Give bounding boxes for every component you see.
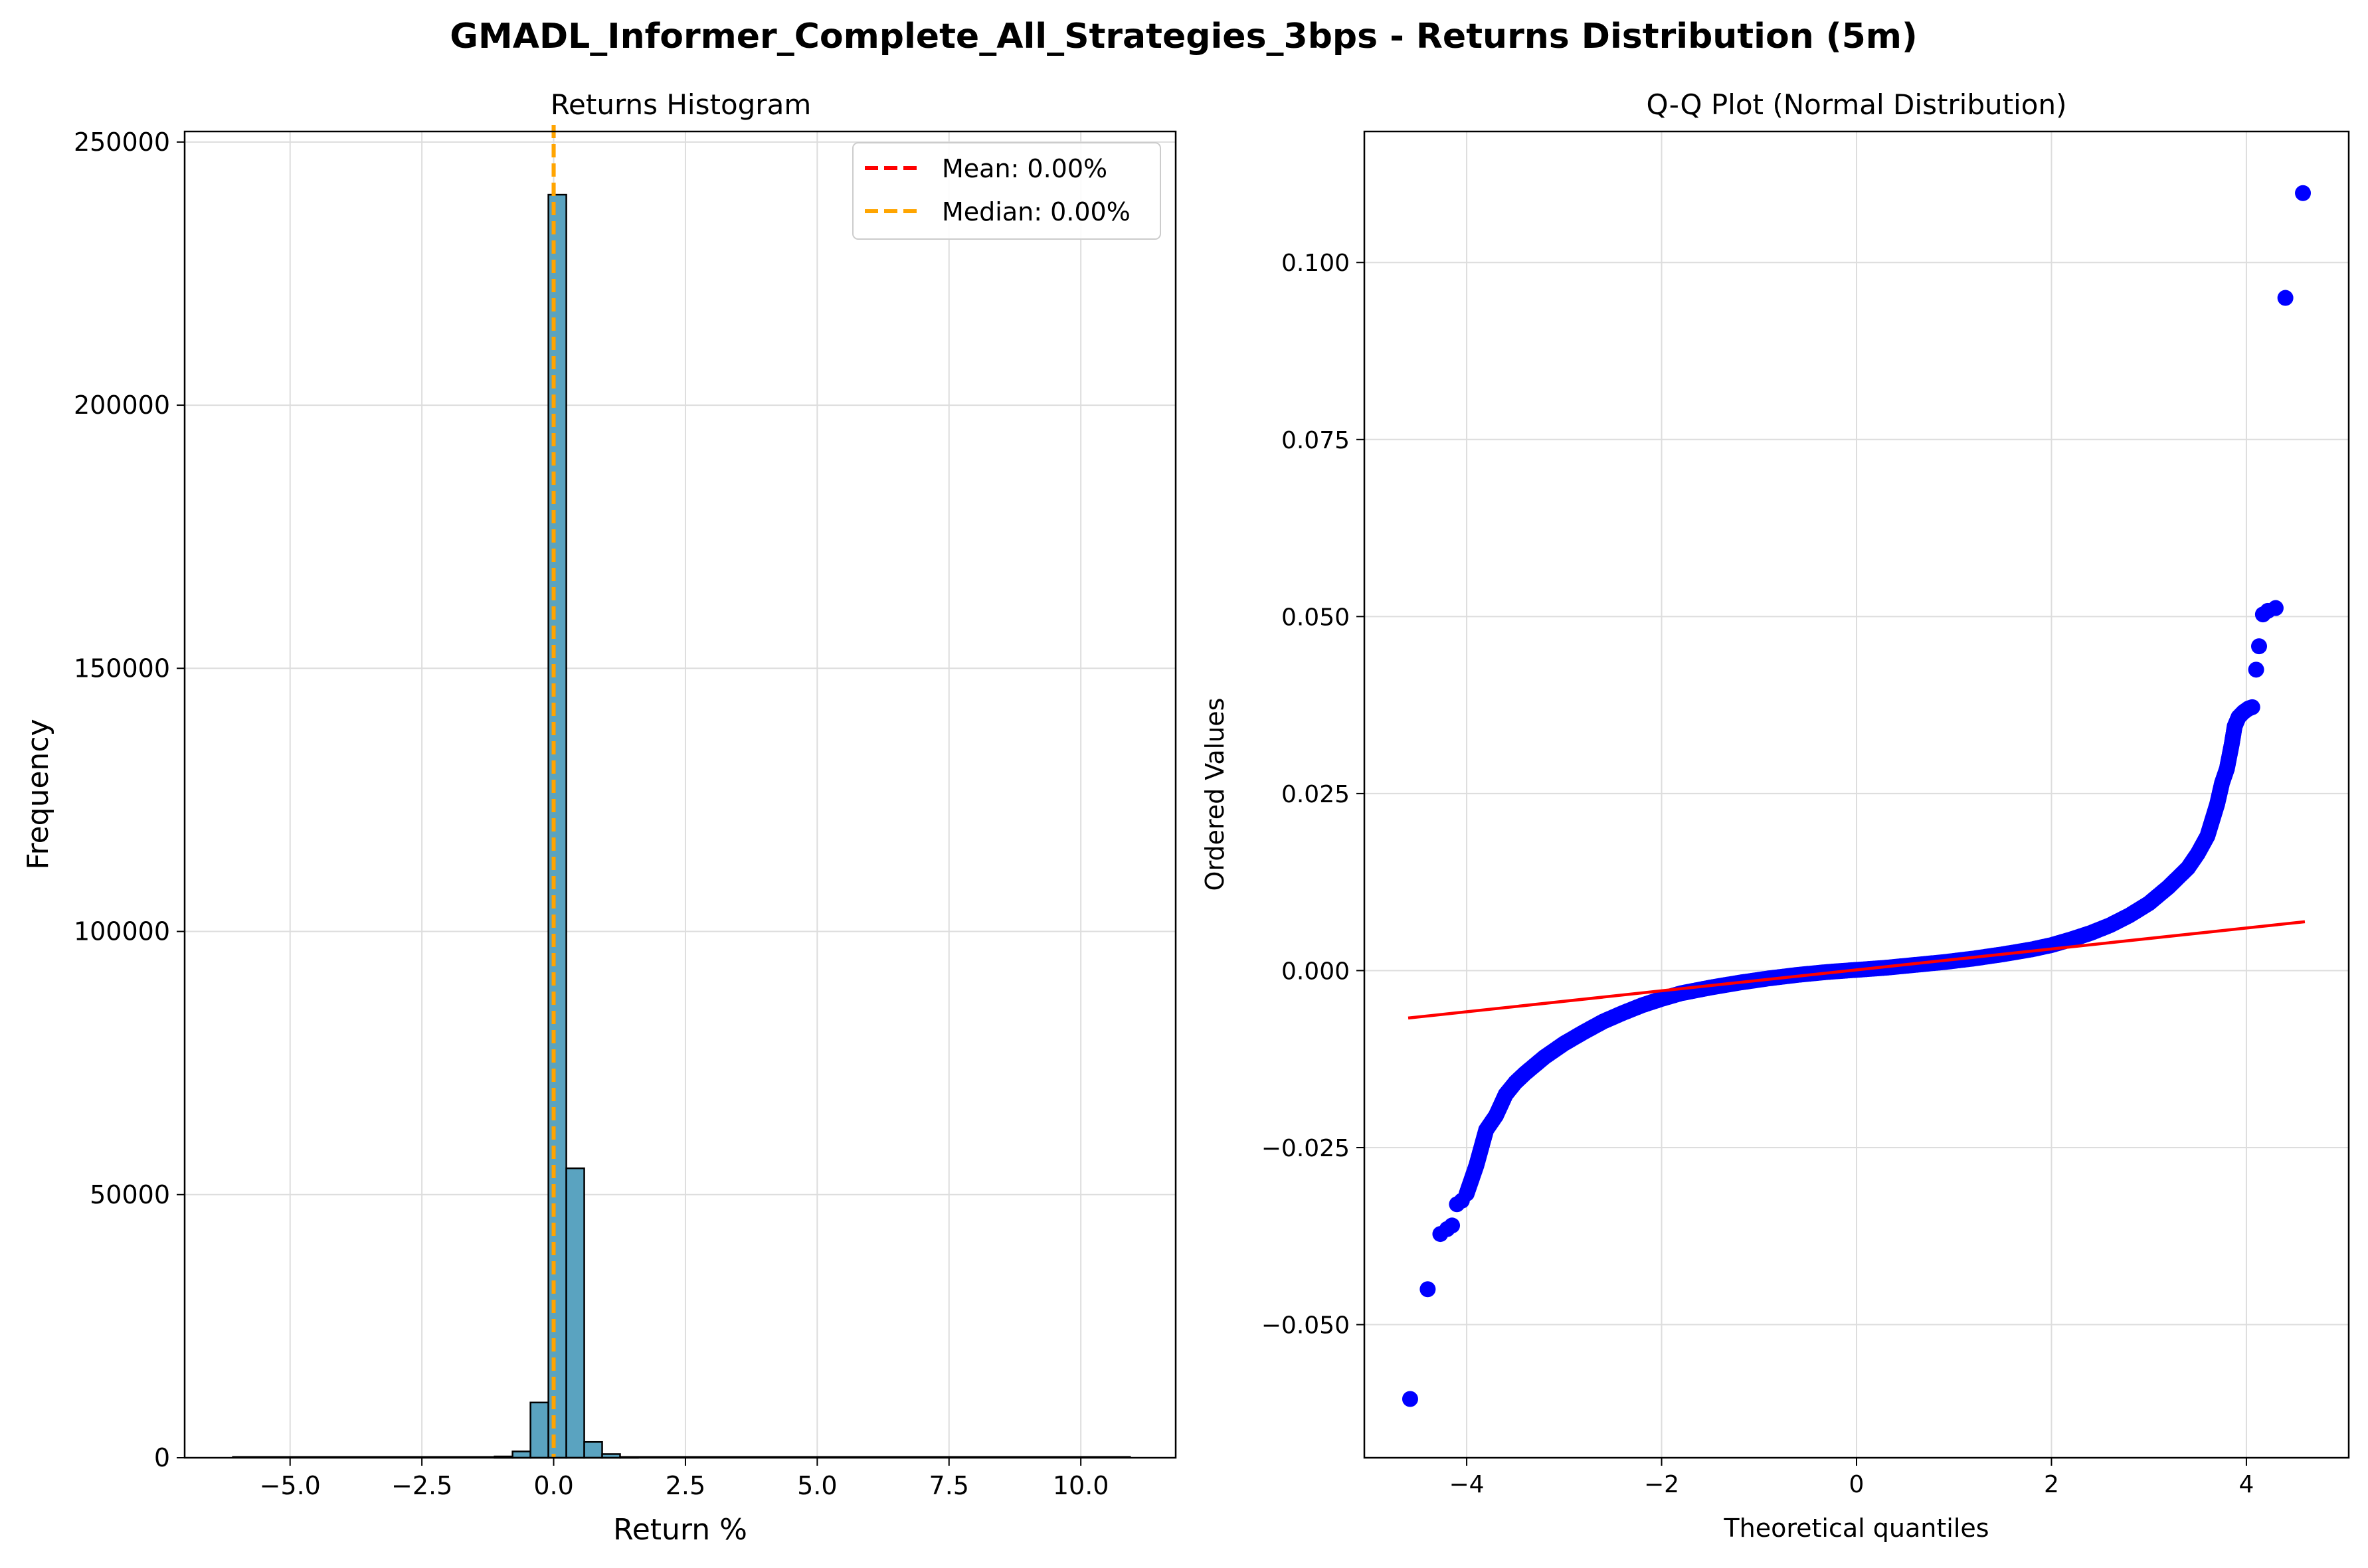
qq-reference-line xyxy=(1408,920,2306,1020)
histogram-title: Returns Histogram xyxy=(551,88,811,121)
qq-x-axis-label: Theoretical quantiles xyxy=(1723,1514,1989,1543)
histogram-y-tick-label: 150000 xyxy=(74,653,170,683)
qq-outlier-point xyxy=(1402,1391,1418,1407)
qq-x-tick-label: −2 xyxy=(1644,1471,1679,1498)
qq-outlier-point xyxy=(2248,661,2264,678)
histogram-y-ticks: 0 50000 100000 150000 200000 250000 xyxy=(74,128,185,1472)
histogram-bar xyxy=(565,1167,585,1459)
histogram-x-ticks: −5.0 −2.5 0.0 2.5 5.0 7.5 10.0 xyxy=(260,1458,1109,1500)
histogram-bar xyxy=(583,1440,603,1459)
histogram-y-tick-label: 200000 xyxy=(74,391,170,420)
histogram-x-tick-label: 10.0 xyxy=(1053,1471,1109,1500)
qq-point xyxy=(2244,699,2260,715)
qq-y-tick-label: 0.000 xyxy=(1281,958,1350,985)
qq-y-tick-label: 0.050 xyxy=(1281,604,1350,631)
legend-median-label: Median: 0.00% xyxy=(942,197,1131,226)
histogram-x-tick-label: 7.5 xyxy=(929,1471,969,1500)
qq-outlier-point xyxy=(1453,1192,1470,1209)
histogram-plot-frame xyxy=(183,130,1177,1459)
histogram-panel: Returns Histogram −5.0 −2.5 0.0 2.5 5.0 7.5 10… xyxy=(21,88,1177,1547)
histogram-legend: Mean: 0.00% Median: 0.00% xyxy=(852,142,1161,240)
histogram-bar xyxy=(547,193,567,1459)
qq-y-tick-label: 0.100 xyxy=(1281,250,1350,277)
legend-box xyxy=(852,142,1161,240)
qq-fit-line xyxy=(1408,920,2306,1020)
qq-outlier-point xyxy=(2277,290,2294,306)
figure-title: GMADL_Informer_Complete_All_Strategies_3… xyxy=(450,17,1917,56)
qq-outlier-point xyxy=(1444,1217,1461,1234)
histogram-y-axis-label: Frequency xyxy=(21,719,55,869)
histogram-y-tick-label: 100000 xyxy=(74,917,170,946)
histogram-bar xyxy=(511,1450,531,1459)
qq-panel: Q-Q Plot (Normal Distribution) −4 −2 0 2 4 −… xyxy=(1200,88,2350,1543)
histogram-y-tick-label: 0 xyxy=(154,1443,170,1472)
qq-y-axis-label: Ordered Values xyxy=(1200,698,1230,891)
qq-x-ticks: −4 −2 0 2 4 xyxy=(1449,1458,2254,1498)
qq-x-tick-label: 4 xyxy=(2238,1471,2254,1498)
histogram-bar xyxy=(529,1401,549,1459)
histogram-x-tick-label: −2.5 xyxy=(391,1471,452,1500)
legend-mean-label: Mean: 0.00% xyxy=(942,154,1107,183)
qq-outlier-point xyxy=(2251,638,2268,655)
qq-x-tick-label: −4 xyxy=(1449,1471,1485,1498)
histogram-x-tick-label: 5.0 xyxy=(797,1471,837,1500)
histogram-x-tick-label: 0.0 xyxy=(533,1471,573,1500)
qq-y-ticks: −0.050 −0.025 0.000 0.025 0.050 0.075 0.100 xyxy=(1261,250,1364,1340)
qq-y-tick-label: 0.025 xyxy=(1281,781,1350,808)
qq-outlier-point xyxy=(2267,600,2284,616)
qq-outlier-point xyxy=(2295,185,2312,201)
qq-y-tick-label: −0.025 xyxy=(1261,1135,1350,1162)
qq-y-tick-label: −0.050 xyxy=(1261,1312,1350,1340)
histogram-y-tick-label: 50000 xyxy=(90,1180,170,1209)
qq-y-tick-label: 0.075 xyxy=(1281,427,1350,454)
qq-title: Q-Q Plot (Normal Distribution) xyxy=(1647,88,2067,121)
qq-outlier-point xyxy=(1419,1281,1436,1298)
histogram-x-axis-label: Return % xyxy=(613,1513,747,1547)
histogram-x-tick-label: 2.5 xyxy=(666,1471,705,1500)
qq-x-tick-label: 0 xyxy=(1849,1471,1865,1498)
qq-x-tick-label: 2 xyxy=(2044,1471,2059,1498)
histogram-x-tick-label: −5.0 xyxy=(260,1471,321,1500)
histogram-y-tick-label: 250000 xyxy=(74,128,170,157)
